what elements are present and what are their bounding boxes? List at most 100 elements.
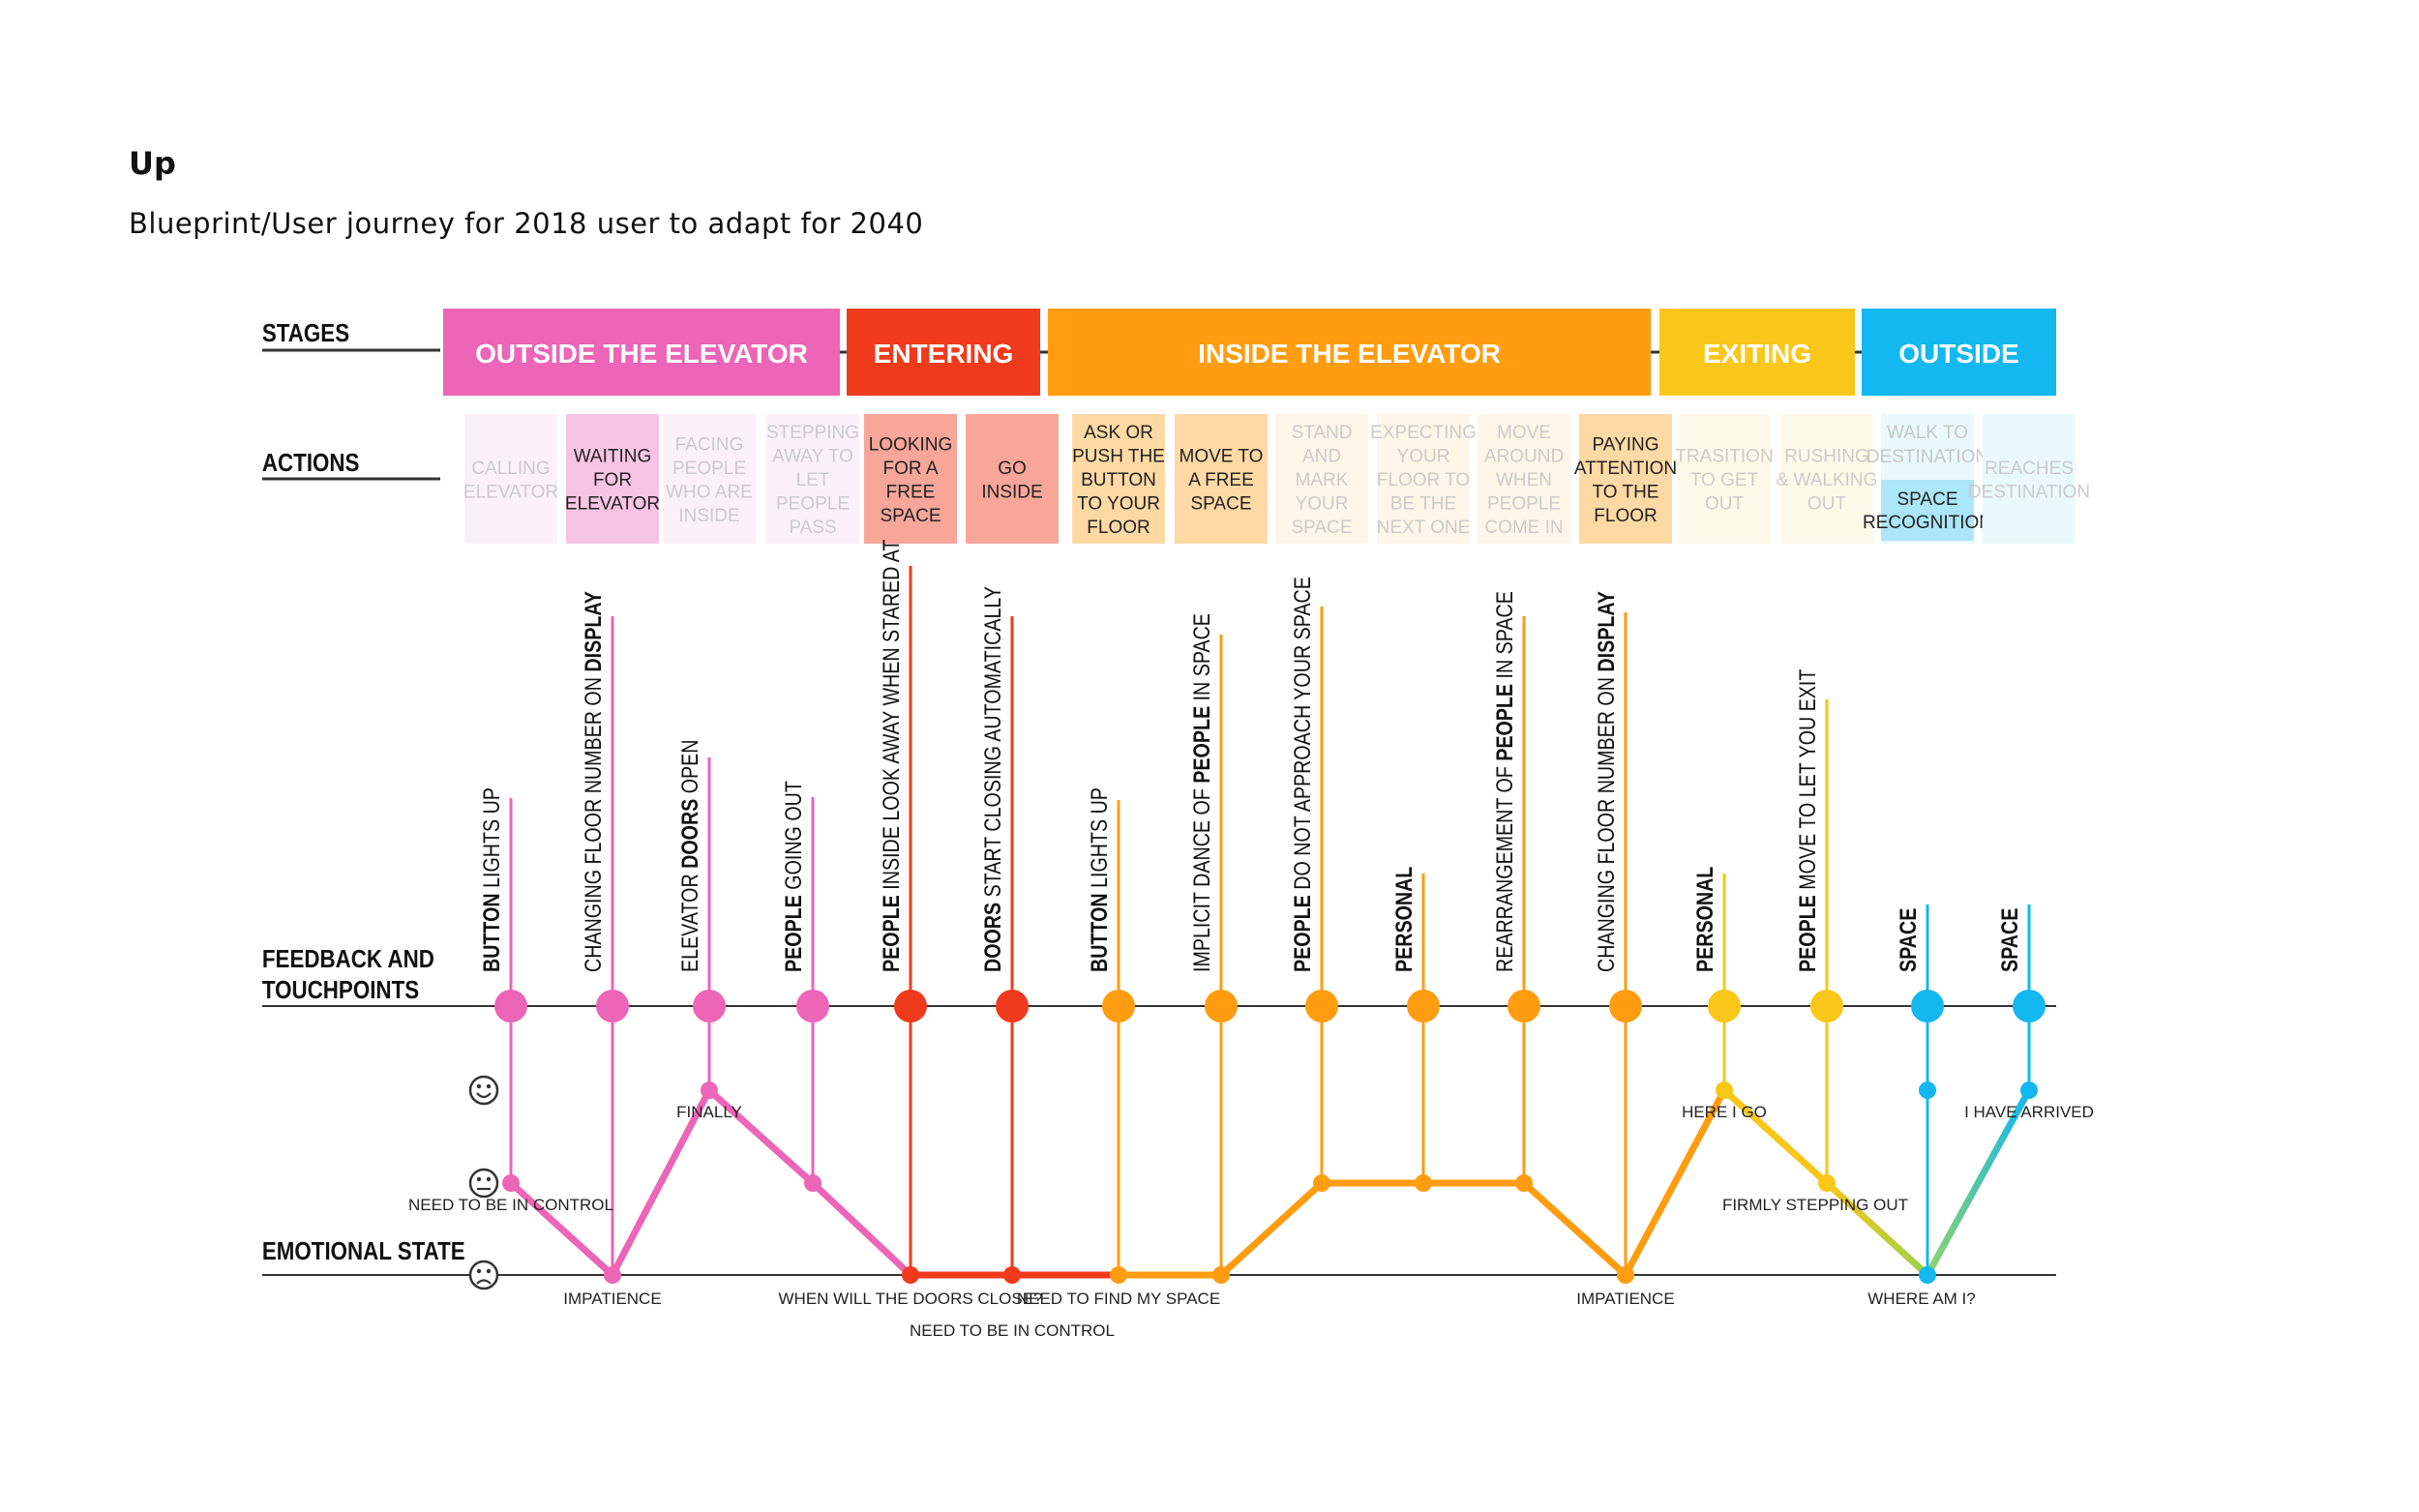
emotion-segment <box>809 1179 914 1279</box>
action-label: TO GET <box>1690 470 1759 490</box>
action-label: ATTENTION <box>1574 459 1677 479</box>
action-card: MOVE TO A FREE SPACE <box>1175 414 1268 544</box>
emotion-point <box>804 1174 821 1192</box>
action-card: PAYING ATTENTION TO THE FLOOR <box>1574 414 1677 544</box>
action-label: RECOGNITION <box>1863 513 1992 533</box>
touchpoint: CHANGING FLOOR NUMBER ON DISPLAY <box>1593 591 1642 1275</box>
emotion-note: I HAVE ARRIVED <box>1964 1103 2094 1121</box>
touchpoint-dot[interactable] <box>1609 990 1642 1023</box>
emotion-note: FINALLY <box>676 1103 742 1121</box>
action-label: WHEN <box>1496 470 1552 490</box>
touchpoint-dot[interactable] <box>1102 990 1135 1023</box>
emotion-point <box>1110 1266 1127 1284</box>
action-label: ELEVATOR <box>463 482 558 502</box>
action-label: CALLING <box>471 459 550 479</box>
emotion-point <box>1919 1266 1936 1284</box>
touchpoint-dot[interactable] <box>1508 990 1540 1023</box>
emotion-point <box>502 1174 520 1192</box>
emotion-point <box>1415 1174 1432 1192</box>
diagram-axes <box>262 1005 2056 1276</box>
action-label: TRASITION <box>1675 447 1773 467</box>
action-card: MOVE AROUND WHEN PEOPLE COME IN <box>1478 414 1570 544</box>
stage-label: INSIDE THE ELEVATOR <box>1198 339 1501 369</box>
action-label: OUT <box>1807 494 1847 515</box>
touchpoint-label: PERSONAL <box>1691 867 1717 972</box>
action-card: LOOKING FOR A FREE SPACE <box>864 414 957 544</box>
touchpoint: PEOPLE INSIDE LOOK AWAY WHEN STARED AT <box>878 540 927 1275</box>
action-label: FACING <box>675 434 744 455</box>
actions-row: CALLING ELEVATOR WAITING FOR ELEVATOR FACING P… <box>463 414 2090 544</box>
action-label: SPACE <box>880 506 941 526</box>
action-label: PASS <box>789 518 836 538</box>
emotion-point <box>2020 1082 2038 1099</box>
action-label: ELEVATOR <box>565 494 660 515</box>
touchpoint-label: REARRANGEMENT OF PEOPLE IN SPACE <box>1491 591 1517 972</box>
emotion-point <box>1313 1174 1330 1192</box>
emotion-note: IMPATIENCE <box>563 1290 661 1308</box>
emotion-segment <box>1924 1086 2033 1279</box>
action-card: ASK OR PUSH THE BUTTON TO YOUR FLOOR <box>1072 414 1165 544</box>
page-title: Up <box>129 145 176 182</box>
touchpoint: IMPLICIT DANCE OF PEOPLE IN SPACE <box>1188 613 1238 1275</box>
touchpoint-label: CHANGING FLOOR NUMBER ON DISPLAY <box>1593 591 1619 972</box>
touchpoint-dot[interactable] <box>796 990 829 1023</box>
touchpoint-dot[interactable] <box>1305 990 1338 1023</box>
touchpoint-dot[interactable] <box>894 990 927 1023</box>
action-label: PUSH THE <box>1072 447 1165 467</box>
emotion-note: WHERE AM I? <box>1867 1290 1975 1308</box>
emotion-note: WHEN WILL THE DOORS CLOSE? <box>779 1290 1043 1308</box>
touchpoint-label: SPACE <box>1895 908 1921 972</box>
stage-label: OUTSIDE <box>1898 339 2018 369</box>
emotion-segment <box>1520 1179 1629 1279</box>
touchpoint-dot[interactable] <box>1810 990 1843 1023</box>
action-label: DESTINATION <box>1968 482 2090 502</box>
action-label: WAITING <box>574 447 652 467</box>
action-label: COME IN <box>1484 518 1563 538</box>
touchpoint-dot[interactable] <box>1407 990 1440 1023</box>
action-label: MOVE TO <box>1180 447 1264 467</box>
touchpoint-dot[interactable] <box>996 990 1029 1023</box>
action-card: EXPECTING YOUR FLOOR TO BE THE NEXT ONE <box>1370 414 1477 544</box>
action-card: RUSHING & WALKING OUT <box>1777 414 1877 544</box>
touchpoint: CHANGING FLOOR NUMBER ON DISPLAY <box>580 591 629 1275</box>
emotional-state-row: NEED TO BE IN CONTROL IMPATIENCE FINALLY WH… <box>408 1082 2094 1340</box>
touchpoint-dot[interactable] <box>494 990 527 1023</box>
touchpoint-dot[interactable] <box>693 990 726 1023</box>
action-card: WAITING FOR ELEVATOR <box>565 414 660 544</box>
emotion-point <box>1617 1266 1634 1284</box>
touchpoint-dot[interactable] <box>1205 990 1238 1023</box>
action-label: MOVE <box>1497 423 1551 443</box>
touchpoint-dot[interactable] <box>596 990 629 1023</box>
touchpoint-label: CHANGING FLOOR NUMBER ON DISPLAY <box>580 591 606 972</box>
stage-label: ENTERING <box>874 339 1014 369</box>
action-label: PAYING <box>1593 434 1659 455</box>
touchpoint-label: IMPLICIT DANCE OF PEOPLE IN SPACE <box>1188 613 1214 972</box>
touchpoint: REARRANGEMENT OF PEOPLE IN SPACE <box>1491 591 1540 1183</box>
touchpoint-dot[interactable] <box>1708 990 1741 1023</box>
action-card: CALLING ELEVATOR <box>463 414 558 544</box>
action-card: FACING PEOPLE WHO ARE INSIDE <box>663 414 756 544</box>
action-label: WHO ARE <box>666 482 753 502</box>
touchpoint-label: DOORS START CLOSING AUTOMATICALLY <box>979 586 1005 972</box>
touchpoint-label: BUTTON LIGHTS UP <box>478 787 504 972</box>
action-label: FOR A <box>882 459 938 479</box>
emotion-note: NEED TO FIND MY SPACE <box>1017 1290 1220 1308</box>
happy-face-icon <box>468 1075 499 1106</box>
emotion-point <box>1716 1082 1733 1099</box>
action-label: ASK OR <box>1084 423 1153 443</box>
action-label: FLOOR <box>1594 506 1657 526</box>
action-label: AROUND <box>1484 447 1564 467</box>
emotion-point <box>1919 1082 1936 1099</box>
action-label: A FREE <box>1188 470 1254 490</box>
touchpoint-label: SPACE <box>1996 908 2022 972</box>
touchpoint-dot[interactable] <box>1911 990 1944 1023</box>
action-card: REACHES DESTINATION <box>1968 414 2090 544</box>
action-highlight <box>1881 480 1974 541</box>
touchpoint: PEOPLE GOING OUT <box>780 781 829 1183</box>
stage-box <box>1048 309 1651 396</box>
touchpoint: BUTTON LIGHTS UP <box>1086 787 1135 1275</box>
touchpoint: PERSONAL <box>1691 867 1741 1090</box>
emotion-note: HERE I GO <box>1682 1103 1767 1121</box>
touchpoint-dot[interactable] <box>2013 990 2046 1023</box>
